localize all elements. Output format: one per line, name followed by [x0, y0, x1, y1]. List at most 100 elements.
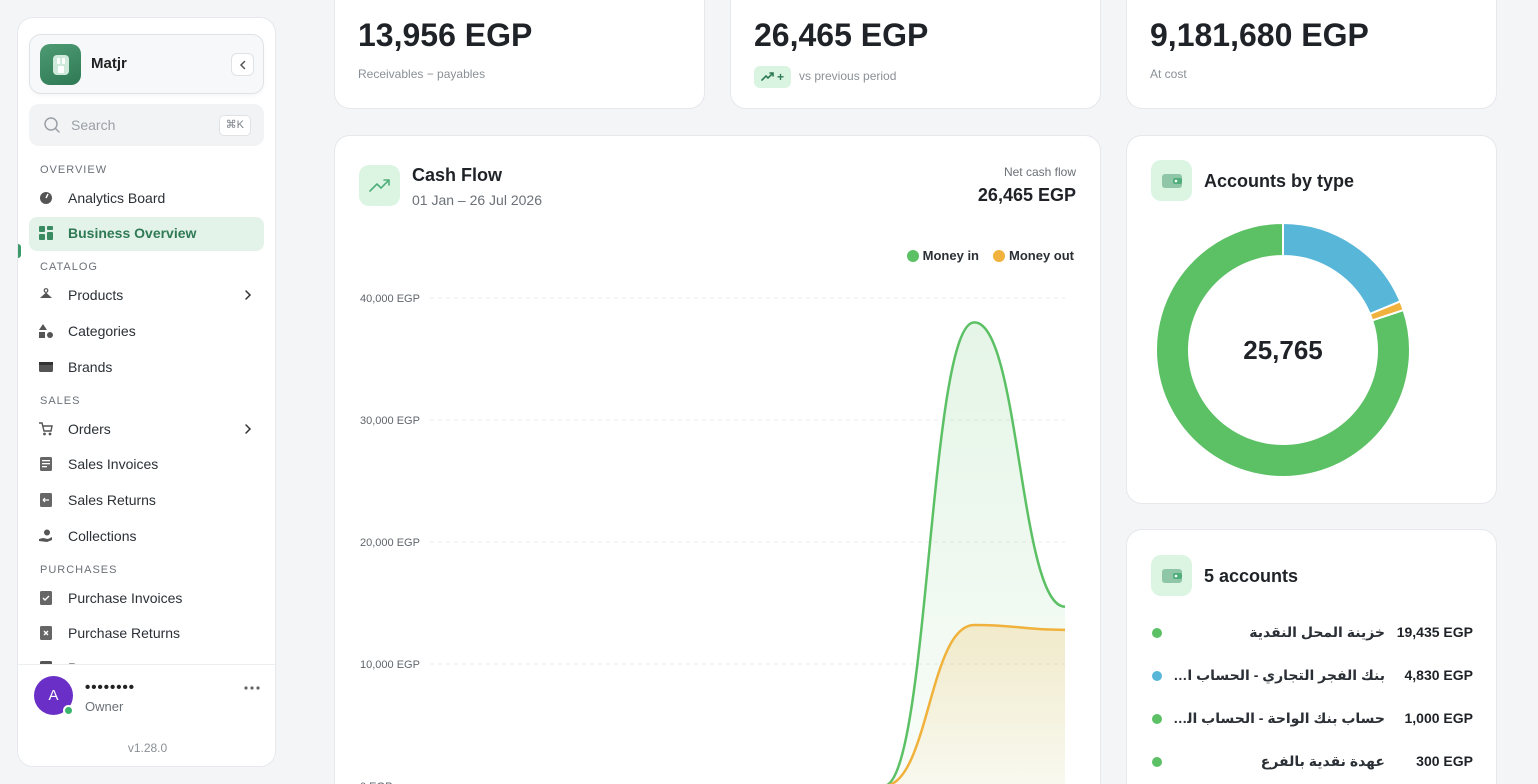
sidebar-item-products[interactable]: Products [29, 279, 264, 313]
account-balance: 1,000 EGP [1404, 710, 1474, 726]
account-color-dot [1152, 628, 1162, 638]
chevron-right-icon [245, 290, 252, 300]
shapes-icon [39, 324, 53, 338]
account-color-dot [1152, 714, 1162, 724]
legend-item-money-in[interactable]: Money in [906, 248, 979, 263]
chevron-right-icon [245, 424, 252, 434]
account-name: عهدة نقدية بالفرع [1260, 753, 1385, 769]
account-balance: 300 EGP [1416, 753, 1473, 769]
hand-coin-icon [39, 529, 52, 542]
kpi-subtitle: At cost [1150, 67, 1187, 81]
account-balance: 4,830 EGP [1404, 667, 1474, 683]
account-color-dot [1152, 671, 1162, 681]
series-money-in-line [885, 321, 1066, 784]
store-logo-icon [40, 44, 81, 85]
accounts-list-card: 5 accounts خزينة المحل النقدية 19,435 EG… [1126, 529, 1497, 784]
sidebar-item-categories[interactable]: Categories [29, 315, 264, 349]
kpi-card-net-cash-flow: 26,465 EGP + vs previous period [730, 0, 1101, 109]
account-name: خزينة المحل النقدية [1249, 624, 1385, 640]
sidebar-item-label: Sales Returns [68, 492, 156, 508]
user-profile[interactable]: A •••••••• Owner v1.28.0 [18, 664, 275, 766]
donut-slice [1282, 221, 1402, 316]
search-placeholder: Search [71, 117, 116, 133]
section-overview: OVERVIEW [40, 164, 108, 176]
sidebar-item-label: Brands [68, 359, 113, 375]
net-cash-flow-label: Net cash flow [1003, 165, 1076, 179]
sidebar-item-analytics-board[interactable]: Analytics Board [29, 182, 264, 216]
search-shortcut-badge: ⌘K [218, 115, 251, 136]
sidebar-item-business-overview[interactable]: Business Overview [29, 217, 264, 251]
trend-badge: + [754, 66, 791, 88]
search-icon [44, 117, 60, 133]
wallet-icon [1161, 173, 1182, 188]
sidebar-item-orders[interactable]: Orders [29, 413, 264, 447]
sidebar-item-collections[interactable]: Collections [29, 520, 264, 554]
collapse-sidebar-button[interactable] [231, 53, 254, 76]
sidebar-item-label: Collections [68, 528, 137, 544]
legend-label: Money in [922, 248, 979, 263]
sidebar-item-label: Purchase Invoices [68, 590, 183, 606]
sidebar-item-brands[interactable]: Brands [29, 351, 264, 385]
donut-slice [1155, 221, 1411, 478]
account-row[interactable]: خزينة المحل النقدية 19,435 EGP [1151, 621, 1473, 645]
kpi-value: 9,181,680 EGP [1150, 17, 1369, 53]
invoice-check-icon [40, 591, 52, 605]
sidebar-item-purchase-returns[interactable]: Purchase Returns [29, 617, 264, 651]
sidebar: Matjr Search ⌘K OVERVIEW Analytics Board… [17, 17, 276, 767]
gauge-icon [40, 192, 52, 204]
wallet-icon-box [1151, 160, 1192, 201]
search-input[interactable]: Search ⌘K [29, 104, 264, 146]
account-name: حساب بنك الواحة - الحساب الجاري [1173, 710, 1385, 726]
kpi-value: 13,956 EGP [358, 17, 533, 53]
account-row[interactable]: حساب بنك الواحة - الحساب الجاري 1,000 EG… [1151, 707, 1473, 731]
cash-flow-title: Cash Flow [412, 165, 503, 185]
account-row[interactable]: عهدة نقدية بالفرع 300 EGP [1151, 750, 1473, 774]
wallet-icon [1161, 568, 1182, 583]
trend-up-icon [368, 178, 390, 192]
kpi-card-inventory-value: 9,181,680 EGP At cost [1126, 0, 1497, 109]
account-name: بنك الفجر التجاري - الحساب الرئيسي [1173, 667, 1385, 683]
account-row[interactable]: بنك الفجر التجاري - الحساب الرئيسي 4,830… [1151, 664, 1473, 688]
y-tick-label: 10,000 EGP [360, 659, 420, 671]
sidebar-item-label: Sales Invoices [68, 456, 159, 472]
y-tick-label: 40,000 EGP [360, 293, 420, 305]
user-name: •••••••• [85, 679, 136, 696]
invoice-icon [40, 457, 52, 471]
section-purchases: PURCHASES [40, 564, 118, 576]
more-options-icon[interactable] [244, 685, 260, 691]
kpi-subtitle: Receivables − payables [358, 67, 486, 81]
legend-label: Money out [1009, 248, 1074, 263]
y-tick-label: 20,000 EGP [360, 537, 420, 549]
cart-icon [39, 422, 53, 436]
kpi-value: 26,465 EGP [754, 17, 929, 53]
cash-flow-date-range: 01 Jan – 26 Jul 2026 [412, 192, 542, 208]
kpi-subtitle: vs previous period [799, 69, 897, 83]
sidebar-item-purchase-invoices[interactable]: Purchase Invoices [29, 582, 264, 616]
dashboard-icon [39, 226, 53, 240]
legend-swatch [993, 249, 1005, 262]
account-color-dot [1152, 757, 1162, 767]
cash-flow-icon-box [359, 165, 400, 206]
y-tick-label: 30,000 EGP [360, 415, 420, 427]
online-status-dot [63, 705, 74, 716]
brand-name: Matjr [91, 55, 127, 72]
net-cash-flow-value: 26,465 EGP [977, 185, 1076, 205]
legend-swatch [906, 249, 919, 262]
legend-item-money-out[interactable]: Money out [993, 248, 1074, 263]
hanger-icon [40, 288, 52, 298]
series-money-out-line [886, 623, 1066, 784]
invoice-x-icon [40, 626, 52, 640]
sidebar-item-sales-invoices[interactable]: Sales Invoices [29, 448, 264, 482]
wallet-icon [39, 362, 53, 372]
cash-flow-chart: 40,000 EGP 30,000 EGP 20,000 EGP 10,000 EGP… [360, 293, 1066, 784]
user-role: Owner [85, 699, 124, 714]
series-money-out-area [891, 624, 1065, 784]
wallet-icon-box [1151, 555, 1192, 596]
sidebar-item-label: Orders [68, 421, 111, 437]
sidebar-item-sales-returns[interactable]: Sales Returns [29, 484, 264, 518]
brand-switcher[interactable]: Matjr [29, 34, 264, 94]
trend-up-icon [761, 72, 774, 81]
return-icon [40, 493, 52, 507]
accounts-list-title: 5 accounts [1204, 566, 1299, 586]
app-version: v1.28.0 [127, 741, 168, 755]
